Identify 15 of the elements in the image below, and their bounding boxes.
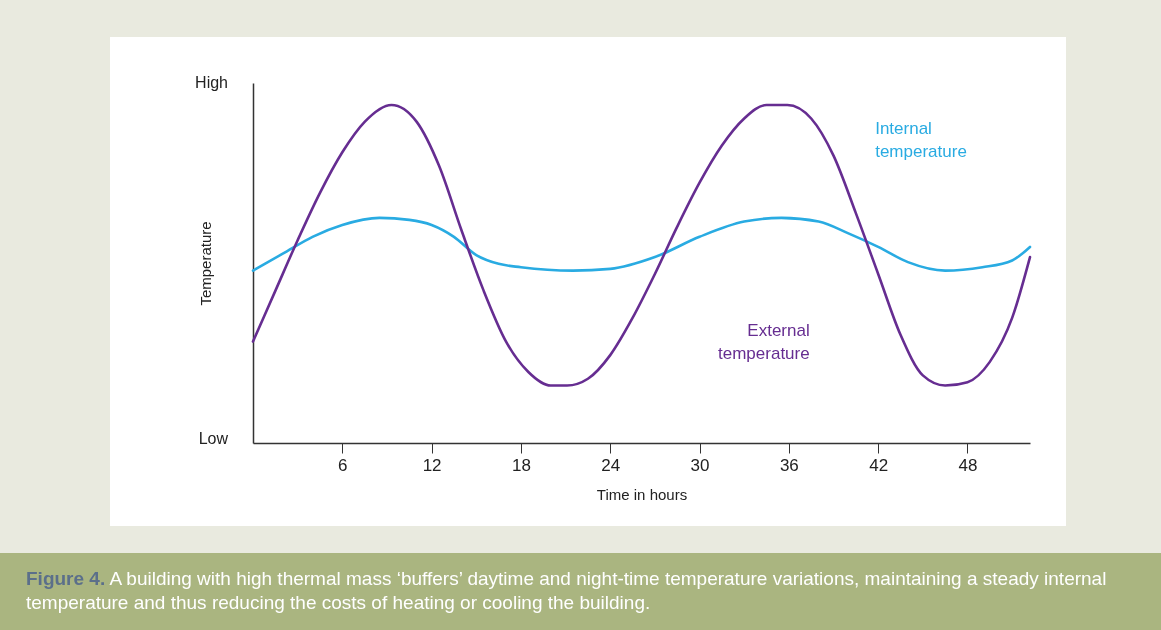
text: External temperature: [718, 321, 810, 364]
caption: Figure 4. A building with high thermal mass ‘buffers’ daytime and night-time temperature variations, maintaining a steady internal temperature and thus reducing the costs of heating or cooling the building.: [0, 553, 1161, 630]
x-tick-label: 12: [422, 455, 442, 475]
x-tick-label: 6: [338, 455, 348, 475]
text: Internal temperature: [875, 118, 967, 161]
x-tick-label: 48: [958, 455, 978, 475]
text: Low: [198, 430, 229, 447]
text: High: [195, 74, 228, 91]
x-axis-title: Time in hours: [596, 485, 688, 503]
x-tick-label: 42: [869, 455, 889, 475]
x-tick-label: 30: [690, 455, 710, 475]
x-tick-label: 36: [779, 455, 799, 475]
y-axis-title: Temperature: [196, 221, 214, 306]
x-tick-label: 24: [601, 455, 621, 475]
x-tick-label: 18: [511, 455, 531, 475]
